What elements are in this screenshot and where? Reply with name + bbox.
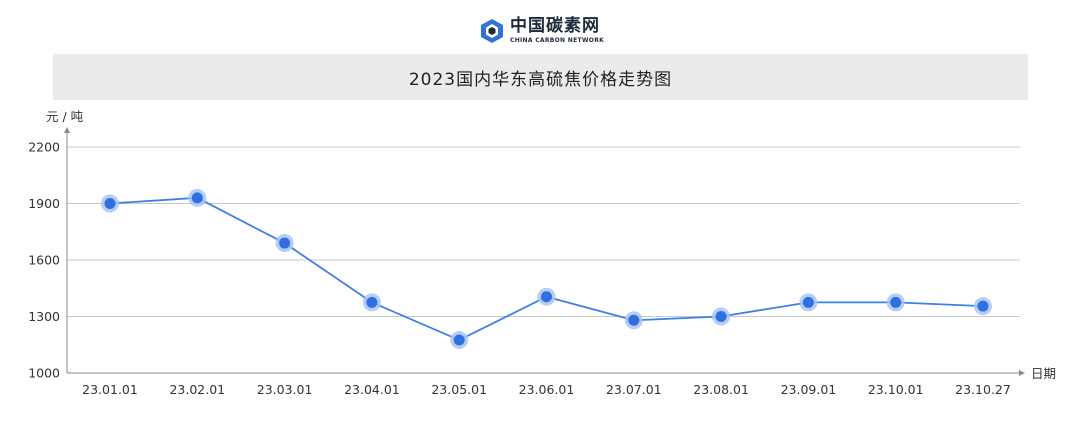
data-point — [191, 192, 203, 204]
chart-title-bar: 2023国内华东高硫焦价格走势图 — [53, 54, 1028, 100]
data-point — [802, 296, 814, 308]
y-tick-label: 1300 — [28, 309, 60, 324]
x-tick-label: 23.06.01 — [519, 382, 575, 397]
data-point — [104, 198, 116, 209]
series-line — [109, 196, 984, 342]
chart-title: 2023国内华东高硫焦价格走势图 — [408, 69, 673, 90]
y-tick-label: 1600 — [28, 253, 60, 268]
data-point — [977, 300, 989, 312]
y-axis-arrow-icon — [64, 127, 70, 133]
brand-name: 中国碳素网 — [510, 16, 600, 36]
x-tick-label: 23.03.01 — [257, 382, 313, 397]
data-point — [541, 291, 552, 303]
brand-mark-icon — [481, 19, 503, 43]
x-tick-label: 23.05.01 — [431, 382, 487, 397]
x-tick-label: 23.02.01 — [169, 382, 225, 397]
data-point — [279, 237, 291, 249]
y-tick-label: 1000 — [28, 366, 60, 381]
x-tick-label: 23.01.01 — [82, 382, 138, 397]
brand-logo: 中国碳素网 CHINA CARBON NETWORK — [480, 14, 604, 48]
x-tick-label: 23.10.27 — [955, 382, 1011, 397]
data-point — [715, 311, 727, 322]
x-tick-label: 23.07.01 — [606, 382, 662, 397]
y-axis-label: 元 / 吨 — [46, 109, 84, 124]
x-axis-label: 日期 — [1031, 366, 1056, 381]
x-axis-arrow-icon — [1019, 370, 1025, 376]
data-point — [628, 314, 640, 326]
data-point — [366, 296, 378, 308]
x-tick-label: 23.08.01 — [693, 382, 749, 397]
x-tick-label: 23.04.01 — [344, 382, 400, 397]
data-point — [453, 334, 465, 346]
data-point — [890, 296, 902, 308]
y-tick-label: 2200 — [28, 140, 60, 155]
x-tick-label: 23.10.01 — [868, 382, 924, 397]
x-tick-label: 23.09.01 — [781, 382, 837, 397]
brand-name-en: CHINA CARBON NETWORK — [510, 37, 605, 44]
y-tick-label: 1900 — [28, 196, 60, 211]
